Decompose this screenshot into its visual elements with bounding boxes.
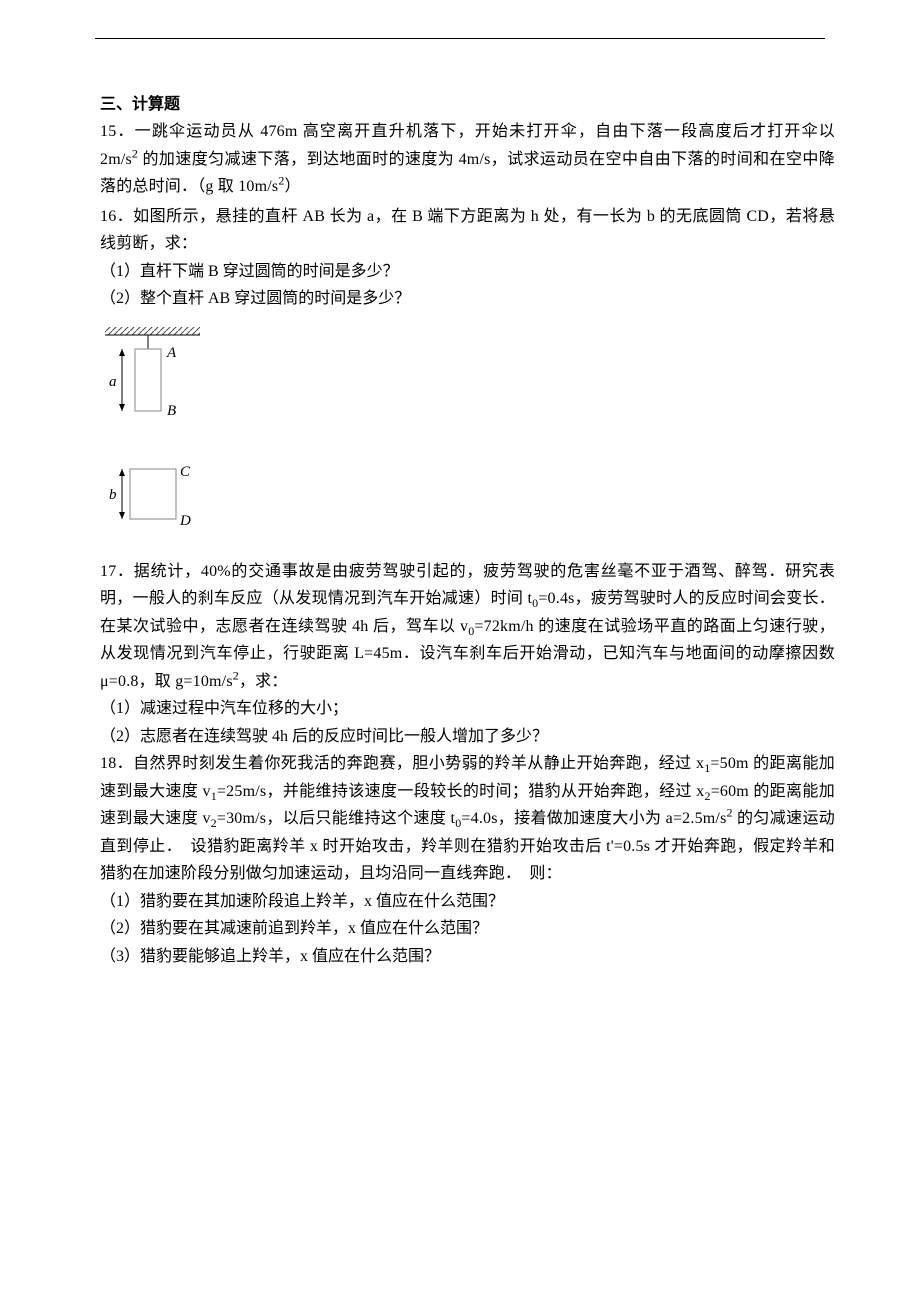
problem-text: 自然界时刻发生着你死我活的奔跑赛，胆小势弱的羚羊从静止开始奔跑，经过 x1=50…	[100, 755, 835, 882]
problem-16: 16．如图所示，悬挂的直杆 AB 长为 a，在 B 端下方距离为 h 处，有一长…	[100, 203, 835, 258]
label-a: a	[109, 374, 117, 390]
dim-b-arrow-down	[119, 512, 125, 519]
problem-17-sub1: （1）减速过程中汽车位移的大小；	[100, 695, 835, 723]
tube-cd	[130, 469, 176, 519]
problem-number: 18	[100, 755, 116, 772]
problem-18-sub2: （2）猎豹要在其减速前追到羚羊，x 值应在什么范围？	[100, 915, 835, 943]
ceiling-hatch	[105, 327, 200, 335]
label-b: b	[109, 487, 117, 503]
problem-18-sub1: （1）猎豹要在其加速阶段追上羚羊，x 值应在什么范围？	[100, 888, 835, 916]
label-A: A	[166, 345, 177, 361]
label-B: B	[167, 403, 176, 419]
problem-17-sub2: （2）志愿者在连续驾驶 4h 后的反应时间比一般人增加了多少？	[100, 723, 835, 751]
top-rule	[95, 38, 825, 39]
problem-text: 如图所示，悬挂的直杆 AB 长为 a，在 B 端下方距离为 h 处，有一长为 b…	[100, 208, 835, 253]
label-C: C	[180, 464, 191, 480]
section-heading: 三、计算题	[100, 90, 835, 114]
label-D: D	[179, 513, 191, 529]
problem-16-figure: A B a C D b	[100, 319, 835, 554]
bar-ab	[135, 349, 161, 411]
problem-number: 15	[100, 123, 116, 140]
problem-16-sub2: （2）整个直杆 AB 穿过圆筒的时间是多少？	[100, 285, 835, 313]
problem-number: 17	[100, 563, 116, 580]
dim-a-arrow-down	[119, 404, 125, 411]
problem-text: 据统计，40%的交通事故是由疲劳驾驶引起的，疲劳驾驶的危害丝毫不亚于酒驾、醉驾．…	[100, 563, 835, 690]
problem-18: 18．自然界时刻发生着你死我活的奔跑赛，胆小势弱的羚羊从静止开始奔跑，经过 x1…	[100, 750, 835, 888]
dim-b-arrow-up	[119, 469, 125, 476]
problem-18-sub3: （3）猎豹要能够追上羚羊，x 值应在什么范围？	[100, 943, 835, 971]
figure-svg: A B a C D b	[100, 319, 210, 549]
dim-a-arrow-up	[119, 349, 125, 356]
problem-15: 15．一跳伞运动员从 476m 高空离开直升机落下，开始未打开伞，自由下落一段高…	[100, 118, 835, 201]
page: 三、计算题 15．一跳伞运动员从 476m 高空离开直升机落下，开始未打开伞，自…	[0, 0, 920, 1302]
problem-16-sub1: （1）直杆下端 B 穿过圆筒的时间是多少？	[100, 258, 835, 286]
problem-text: 一跳伞运动员从 476m 高空离开直升机落下，开始未打开伞，自由下落一段高度后才…	[100, 123, 835, 195]
problem-number: 16	[100, 208, 116, 225]
problem-17: 17．据统计，40%的交通事故是由疲劳驾驶引起的，疲劳驾驶的危害丝毫不亚于酒驾、…	[100, 558, 835, 696]
